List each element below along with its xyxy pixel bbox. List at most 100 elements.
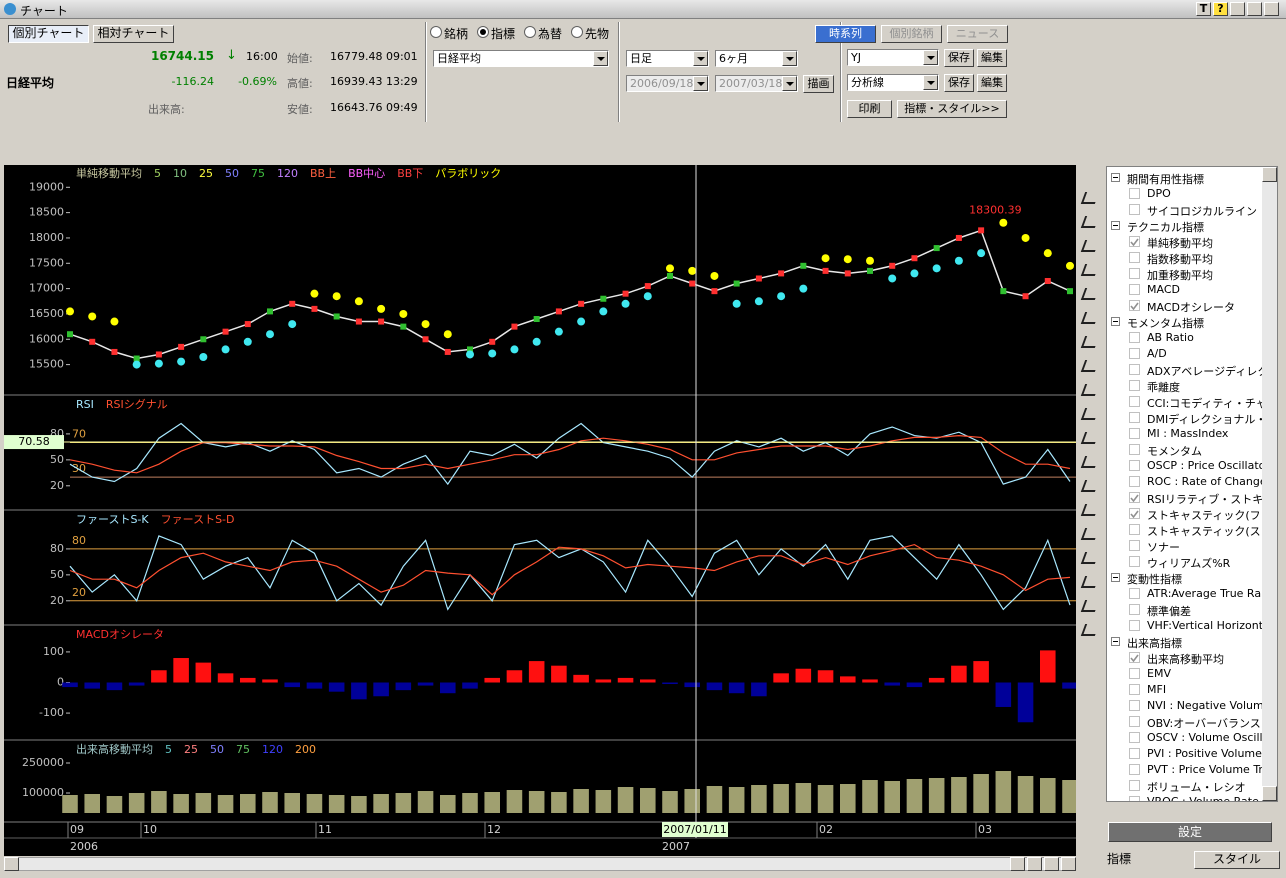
min-button[interactable]: [1230, 2, 1245, 16]
item-label[interactable]: ウィリアムズ%R: [1147, 557, 1231, 570]
item-label[interactable]: ADXアベレージディレク: [1147, 365, 1262, 378]
h-scrollbar[interactable]: [4, 857, 1076, 871]
group-label[interactable]: テクニカル指標: [1127, 221, 1204, 234]
checkbox[interactable]: [1129, 444, 1140, 455]
item-label[interactable]: MACDオシレータ: [1147, 301, 1235, 314]
checkbox[interactable]: [1129, 700, 1140, 711]
help-button[interactable]: T: [1196, 2, 1211, 16]
radio[interactable]: [430, 26, 442, 38]
checkbox[interactable]: [1129, 764, 1140, 775]
checkbox[interactable]: [1129, 668, 1140, 679]
checkbox[interactable]: [1129, 268, 1140, 279]
checkbox[interactable]: [1129, 380, 1140, 391]
item-label[interactable]: VROC : Volume Rate: [1147, 795, 1259, 802]
item-label[interactable]: ストキャスティック(スロ: [1147, 525, 1262, 538]
item-label[interactable]: 出来高移動平均: [1147, 653, 1224, 666]
print-button[interactable]: 印刷: [847, 100, 892, 118]
view-button[interactable]: 個別銘柄: [881, 25, 942, 43]
chart-tab[interactable]: 相対チャート: [93, 25, 174, 43]
chart[interactable]: 15500 16000 16500 17000 17500 18000 18500 19000…: [4, 165, 1076, 857]
checkbox[interactable]: [1129, 508, 1140, 519]
radio-label[interactable]: 為替: [538, 27, 563, 41]
save-button[interactable]: 保存: [944, 49, 974, 67]
item-label[interactable]: A/D: [1147, 347, 1167, 360]
tree-expander[interactable]: [1111, 173, 1120, 182]
item-label[interactable]: ボリューム・レシオ: [1147, 781, 1246, 794]
checkbox[interactable]: [1129, 188, 1140, 199]
checkbox[interactable]: [1129, 540, 1140, 551]
tree-expander[interactable]: [1111, 573, 1120, 582]
item-label[interactable]: NVI : Negative Volume: [1147, 699, 1262, 712]
tree-expander[interactable]: [1111, 221, 1120, 230]
item-label[interactable]: OSCP : Price Oscillato: [1147, 459, 1262, 472]
checkbox[interactable]: [1129, 620, 1140, 631]
item-label[interactable]: 加重移動平均: [1147, 269, 1213, 282]
draw-button[interactable]: 描画: [803, 75, 834, 93]
interval-select[interactable]: 日足: [626, 50, 709, 67]
checkbox[interactable]: [1129, 604, 1140, 615]
from-date[interactable]: 2006/09/18: [626, 75, 709, 92]
item-label[interactable]: ソナー: [1147, 541, 1180, 554]
checkbox[interactable]: [1129, 684, 1140, 695]
item-label[interactable]: OBV:オーバーバランス・: [1147, 717, 1262, 730]
item-label[interactable]: ROC : Rate of Change: [1147, 475, 1262, 488]
indicators-button[interactable]: 指標・スタイル>>: [897, 100, 1007, 118]
close-button[interactable]: [1264, 2, 1279, 16]
radio[interactable]: [571, 26, 583, 38]
tree-expander[interactable]: [1111, 637, 1120, 646]
item-label[interactable]: DMIディレクショナル・ム: [1147, 413, 1262, 426]
scroll-button[interactable]: [1061, 857, 1076, 871]
checkbox[interactable]: [1129, 396, 1140, 407]
radio-label[interactable]: 指標: [491, 27, 516, 41]
checkbox[interactable]: [1129, 364, 1140, 375]
tree-expander[interactable]: [1111, 317, 1120, 326]
checkbox[interactable]: [1129, 748, 1140, 759]
analysis-select[interactable]: 分析線: [847, 74, 939, 91]
dropdown-arrow[interactable]: [923, 50, 938, 65]
radio[interactable]: [524, 26, 536, 38]
item-label[interactable]: サイコロジカルライン: [1147, 205, 1257, 218]
checkbox[interactable]: [1129, 332, 1140, 343]
dropdown-arrow[interactable]: [923, 75, 938, 90]
group-label[interactable]: モメンタム指標: [1127, 317, 1204, 330]
save-button[interactable]: 保存: [944, 74, 974, 92]
checkbox[interactable]: [1129, 460, 1140, 471]
sidebar-tab[interactable]: 指標: [1106, 851, 1192, 869]
item-label[interactable]: AB Ratio: [1147, 331, 1194, 344]
scroll-down[interactable]: [1262, 786, 1277, 801]
radio[interactable]: [477, 26, 489, 38]
radio-label[interactable]: 先物: [585, 27, 610, 41]
item-label[interactable]: RSIリラティブ・ストキャ: [1147, 493, 1262, 506]
item-label[interactable]: ATR:Average True Ra: [1147, 587, 1262, 600]
item-label[interactable]: VHF:Vertical Horizonta: [1147, 619, 1262, 632]
to-date[interactable]: 2007/03/18: [715, 75, 798, 92]
checkbox[interactable]: [1129, 428, 1140, 439]
radio-label[interactable]: 銘柄: [444, 27, 469, 41]
v-scrollbar[interactable]: [1262, 167, 1277, 801]
edit-button[interactable]: 編集: [977, 49, 1007, 67]
checkbox[interactable]: [1129, 412, 1140, 423]
dropdown-arrow[interactable]: [693, 51, 708, 66]
item-label[interactable]: EMV: [1147, 667, 1171, 680]
dropdown-arrow[interactable]: [782, 76, 797, 91]
edit-button[interactable]: 編集: [977, 74, 1007, 92]
settings-button[interactable]: 設定: [1108, 822, 1272, 842]
max-button[interactable]: [1247, 2, 1262, 16]
view-button[interactable]: ニュース: [947, 25, 1008, 43]
item-label[interactable]: モメンタム: [1147, 445, 1202, 458]
item-label[interactable]: PVI : Positive Volume: [1147, 747, 1262, 760]
sidebar-tab[interactable]: スタイル: [1194, 851, 1280, 869]
item-label[interactable]: 単純移動平均: [1147, 237, 1213, 250]
checkbox[interactable]: [1129, 252, 1140, 263]
item-label[interactable]: PVT : Price Volume Tr: [1147, 763, 1262, 776]
view-button[interactable]: 時系列: [815, 25, 876, 43]
item-label[interactable]: 指数移動平均: [1147, 253, 1213, 266]
item-label[interactable]: DPO: [1147, 187, 1171, 200]
item-label[interactable]: MACD: [1147, 283, 1180, 296]
checkbox[interactable]: [1129, 348, 1140, 359]
symbol-select[interactable]: 日経平均: [433, 50, 609, 67]
checkbox[interactable]: [1129, 284, 1140, 295]
group-label[interactable]: 出来高指標: [1127, 637, 1182, 650]
scroll-button[interactable]: [1010, 857, 1025, 871]
checkbox[interactable]: [1129, 204, 1140, 215]
